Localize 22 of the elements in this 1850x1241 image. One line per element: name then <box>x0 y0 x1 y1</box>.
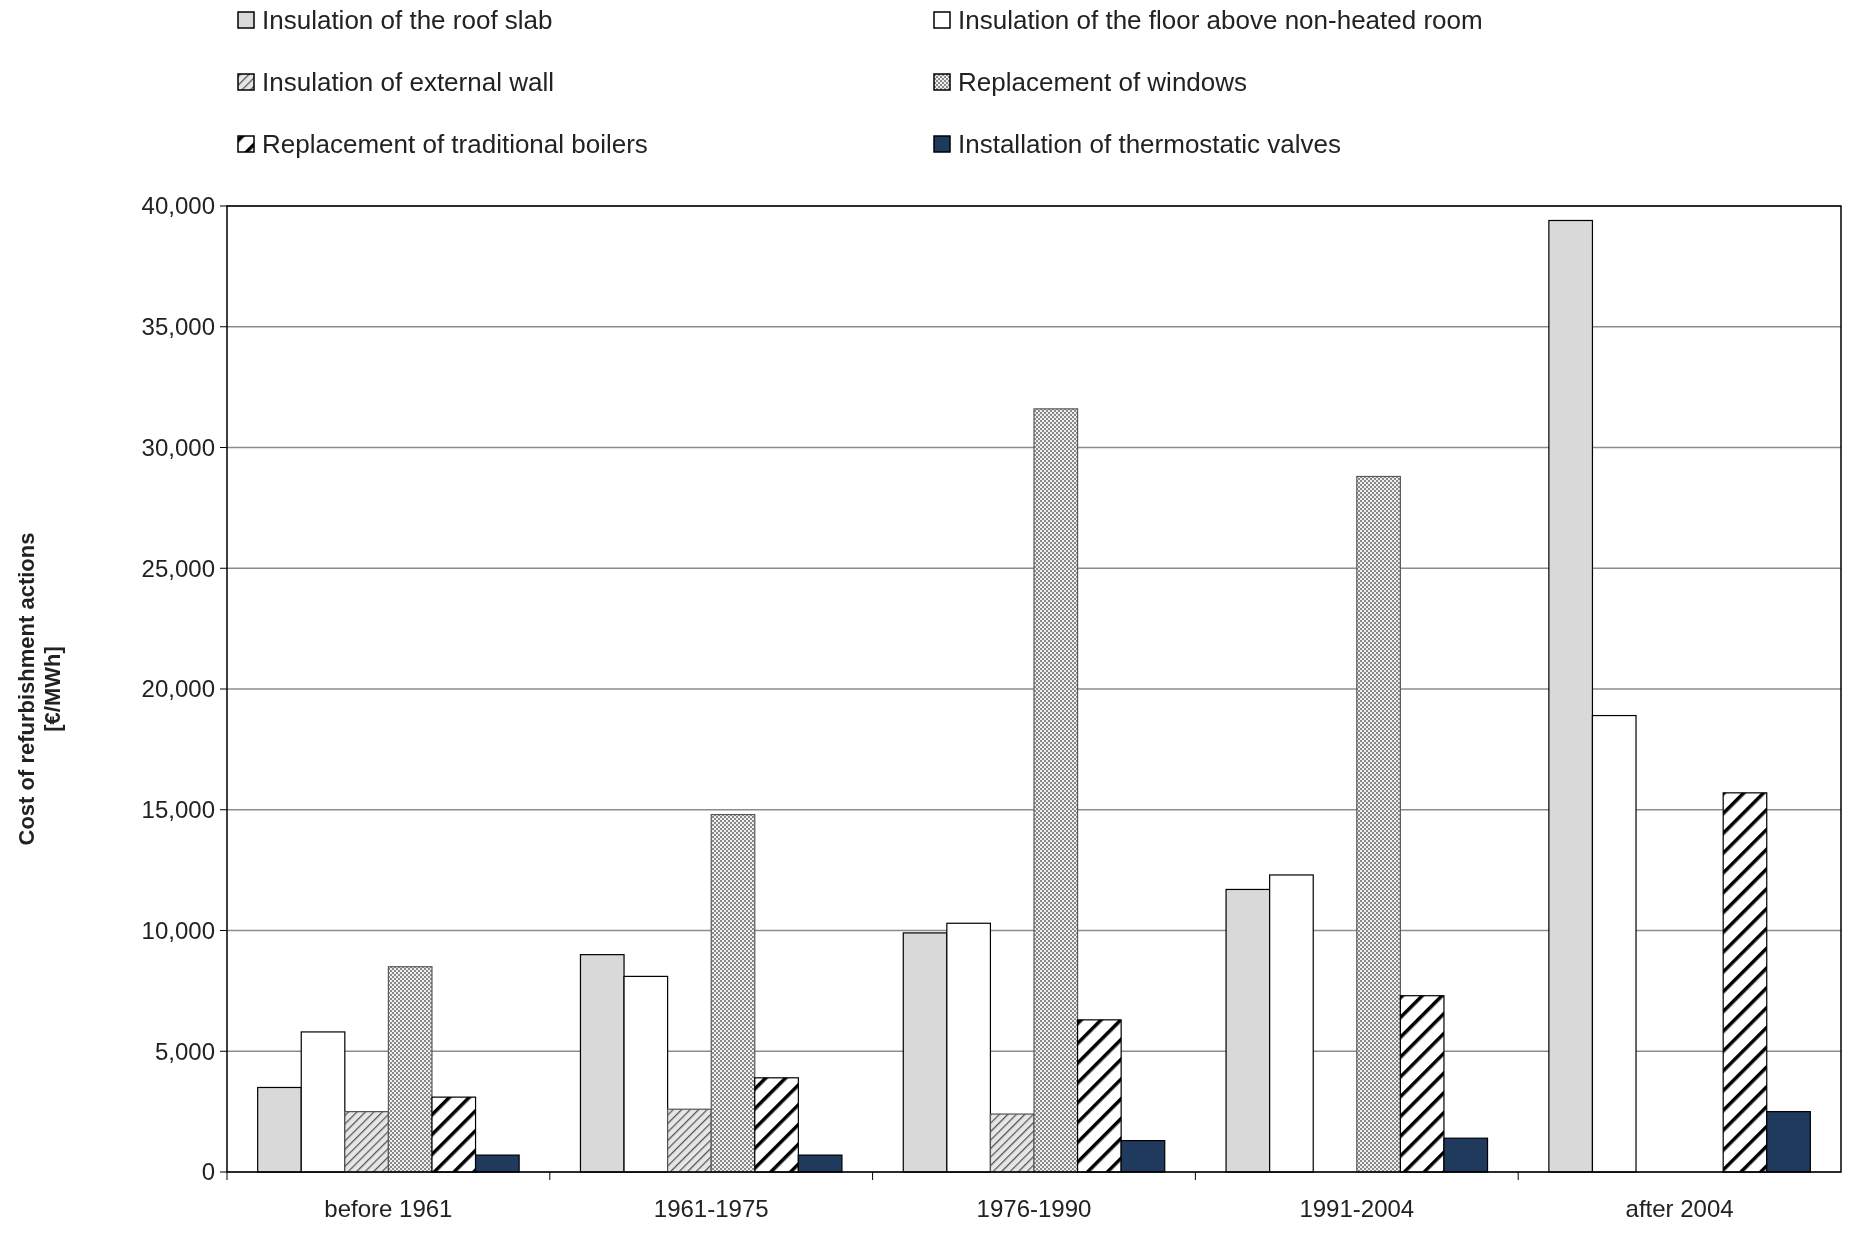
y-tick-label: 5,000 <box>154 1037 215 1065</box>
x-tick-label: after 2004 <box>1625 1195 1734 1222</box>
y-tick-label: 40,000 <box>141 192 215 220</box>
y-tick-label: 30,000 <box>141 433 215 461</box>
y-axis-title: Cost of refurbishment actions [€/MWh] <box>14 532 65 846</box>
y-tick-label: 0 <box>201 1158 215 1186</box>
legend-label: Insulation of the roof slab <box>262 5 553 36</box>
y-tick-label: 25,000 <box>141 554 215 582</box>
y-tick-label: 35,000 <box>141 313 215 341</box>
x-tick-label: 1976-1990 <box>976 1195 1092 1222</box>
y-tick-label: 10,000 <box>141 916 215 944</box>
x-tick-label: before 1961 <box>324 1195 453 1222</box>
legend-label: Installation of thermostatic valves <box>958 129 1341 160</box>
legend-label: Insulation of the floor above non-heated room <box>958 5 1483 36</box>
legend-label: Insulation of external wall <box>262 67 554 98</box>
y-tick-label: 20,000 <box>141 675 215 703</box>
legend-label: Replacement of windows <box>958 67 1248 98</box>
legend-label: Replacement of traditional boilers <box>262 129 648 160</box>
x-tick-label: 1961-1975 <box>653 1195 769 1222</box>
x-tick-label: 1991-2004 <box>1299 1195 1415 1222</box>
y-tick-label: 15,000 <box>141 796 215 824</box>
bar <box>1356 475 1401 1173</box>
